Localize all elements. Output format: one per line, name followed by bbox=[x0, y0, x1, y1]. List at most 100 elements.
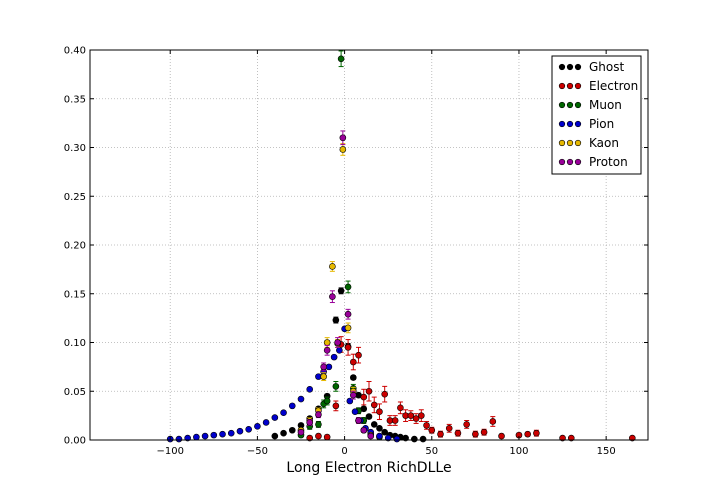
data-point bbox=[271, 414, 279, 421]
data-point bbox=[350, 374, 357, 381]
data-point bbox=[336, 346, 343, 354]
legend-marker bbox=[566, 120, 574, 128]
data-point bbox=[418, 412, 425, 419]
legend: Ghost Electron Muon Pion Kaon Proton bbox=[551, 55, 642, 175]
data-point bbox=[397, 404, 404, 412]
y-tick-label: 0.35 bbox=[64, 94, 86, 105]
y-tick-label: 0.10 bbox=[64, 338, 86, 349]
data-point bbox=[280, 409, 287, 417]
data-point bbox=[472, 430, 479, 438]
legend-marker bbox=[574, 120, 582, 128]
legend-label: Kaon bbox=[589, 136, 619, 150]
data-point bbox=[350, 358, 357, 366]
x-tick-label: 100 bbox=[509, 446, 528, 457]
legend-label: Pion bbox=[589, 117, 614, 131]
data-point bbox=[315, 432, 322, 440]
legend-marker bbox=[558, 120, 566, 128]
data-point bbox=[320, 363, 327, 371]
data-point bbox=[236, 427, 244, 435]
data-point bbox=[498, 432, 505, 440]
legend-marker bbox=[566, 101, 574, 109]
x-tick-label: −100 bbox=[156, 446, 183, 457]
data-point bbox=[412, 415, 420, 422]
legend-marker bbox=[558, 101, 566, 109]
data-point bbox=[306, 419, 314, 426]
data-point bbox=[480, 428, 488, 436]
legend-box bbox=[551, 55, 642, 175]
data-point bbox=[332, 383, 340, 390]
data-point bbox=[227, 429, 235, 437]
data-point bbox=[407, 412, 415, 419]
data-point bbox=[344, 324, 352, 332]
data-point bbox=[315, 421, 322, 428]
data-point bbox=[391, 417, 399, 424]
legend-marker bbox=[566, 139, 574, 147]
x-axis-label: Long Electron RichDLLe bbox=[286, 460, 451, 476]
data-point bbox=[297, 395, 305, 403]
legend-marker bbox=[574, 82, 582, 90]
data-point bbox=[360, 393, 368, 401]
data-point bbox=[367, 432, 375, 440]
data-point bbox=[193, 433, 200, 441]
legend-label: Muon bbox=[589, 98, 622, 112]
data-point bbox=[323, 397, 331, 405]
x-tick-label: 150 bbox=[597, 446, 616, 457]
x-tick-label: 0 bbox=[341, 446, 347, 457]
data-point bbox=[254, 423, 261, 430]
data-point bbox=[288, 426, 296, 434]
data-point bbox=[350, 391, 357, 399]
data-point bbox=[201, 432, 209, 440]
data-point bbox=[445, 424, 453, 432]
data-point bbox=[428, 426, 436, 434]
legend-marker bbox=[574, 139, 582, 147]
data-point bbox=[219, 430, 226, 438]
data-point bbox=[344, 283, 352, 291]
data-point bbox=[489, 418, 497, 425]
data-point bbox=[337, 287, 345, 295]
y-tick-label: 0.00 bbox=[64, 436, 86, 447]
data-point bbox=[271, 432, 279, 440]
data-point bbox=[175, 435, 183, 443]
data-point bbox=[344, 310, 352, 318]
data-point bbox=[355, 351, 362, 359]
data-point bbox=[332, 316, 340, 324]
data-point bbox=[329, 293, 336, 300]
y-tick-label: 0.05 bbox=[64, 387, 86, 398]
data-point bbox=[454, 429, 462, 437]
legend-marker bbox=[574, 101, 582, 109]
legend-marker bbox=[566, 158, 574, 166]
data-point bbox=[344, 344, 352, 351]
data-point bbox=[334, 339, 341, 346]
legend-marker bbox=[558, 82, 566, 90]
legend-label: Ghost bbox=[589, 60, 624, 74]
data-point bbox=[306, 385, 314, 393]
data-point bbox=[376, 424, 383, 432]
legend-label: Electron bbox=[589, 79, 638, 93]
data-point bbox=[423, 422, 430, 429]
legend-marker bbox=[566, 63, 574, 71]
data-point bbox=[210, 431, 218, 439]
data-point bbox=[288, 402, 296, 410]
data-point bbox=[280, 429, 287, 437]
legend-marker bbox=[558, 158, 566, 166]
legend-marker bbox=[566, 82, 574, 90]
data-point bbox=[351, 408, 359, 416]
x-tick-label: 50 bbox=[425, 446, 438, 457]
data-point bbox=[323, 433, 331, 441]
data-point bbox=[297, 428, 305, 436]
data-point bbox=[524, 430, 531, 438]
y-tick-label: 0.20 bbox=[64, 241, 86, 252]
data-point bbox=[376, 432, 383, 440]
y-tick-label: 0.30 bbox=[64, 143, 86, 154]
data-point bbox=[381, 390, 388, 398]
data-point bbox=[262, 419, 270, 426]
data-point bbox=[330, 353, 338, 361]
legend-label: Proton bbox=[589, 155, 628, 169]
data-point bbox=[365, 413, 373, 420]
data-point bbox=[381, 428, 388, 436]
data-point bbox=[339, 146, 347, 153]
ticks: −100 −50 0 50 100 150 0.00 0.05 0.10 0.15 0.20 0.25… bbox=[64, 46, 648, 457]
data-point bbox=[323, 339, 331, 346]
data-point bbox=[360, 426, 368, 434]
